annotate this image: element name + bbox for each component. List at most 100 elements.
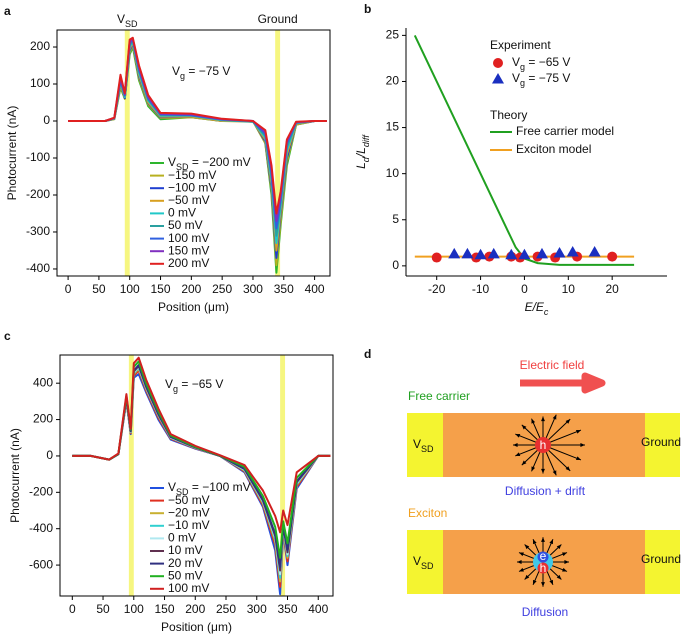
x-tick-label: 250 xyxy=(216,602,236,616)
caption: Diffusion + drift xyxy=(505,484,586,498)
x-tick-label: 0 xyxy=(65,282,72,296)
data-point xyxy=(474,248,487,260)
data-point xyxy=(461,247,474,259)
legend-label: Vg = −65 V xyxy=(512,55,570,72)
field-label: Electric field xyxy=(520,358,585,372)
y-tick-label: -400 xyxy=(26,261,50,275)
electrode-band xyxy=(275,30,281,276)
text-part: = −75 V xyxy=(525,71,570,85)
annotation: Vg = −65 V xyxy=(165,377,223,394)
arrow-head xyxy=(541,582,545,587)
subscript: SD xyxy=(125,19,138,29)
x-tick-label: 200 xyxy=(185,602,205,616)
y-axis-label: Ld/Ldiff xyxy=(354,134,371,169)
arrow-head xyxy=(565,466,571,471)
electrode-label: VSD xyxy=(413,437,434,454)
x-tick-label: 150 xyxy=(155,602,175,616)
arrow-head xyxy=(565,419,571,424)
x-tick-label: 200 xyxy=(181,282,201,296)
arrow-head xyxy=(556,544,562,550)
panel-label: c xyxy=(4,329,11,343)
text-part: = −65 V xyxy=(178,377,223,391)
x-tick-label: 400 xyxy=(308,602,328,616)
x-tick-label: 100 xyxy=(124,602,144,616)
hole xyxy=(537,562,549,574)
legend-title: Theory xyxy=(490,108,527,122)
arrow-head xyxy=(518,552,524,557)
arrow-head xyxy=(515,452,521,456)
electrode-band xyxy=(280,355,286,596)
text-part: = −65 V xyxy=(525,55,570,69)
y-tick-label: 0 xyxy=(46,448,53,462)
y-tick-label: -200 xyxy=(29,484,53,498)
x-tick-label: 100 xyxy=(120,282,140,296)
y-tick-label: 100 xyxy=(30,76,50,90)
arrow-head xyxy=(533,579,537,585)
legend-swatch xyxy=(492,73,504,84)
data-point xyxy=(607,251,618,262)
x-tick-label: 20 xyxy=(605,282,619,296)
arrow-head xyxy=(562,567,568,572)
y-tick-label: 200 xyxy=(30,39,50,53)
subscript: g xyxy=(520,78,525,88)
x-tick-label: 350 xyxy=(274,282,294,296)
x-tick-label: 150 xyxy=(151,282,171,296)
legend-label: 150 mV xyxy=(168,243,209,257)
subscript: SD xyxy=(176,487,189,497)
band-label: VSD xyxy=(117,12,138,29)
y-tick-label: -400 xyxy=(29,521,53,535)
arrow-head xyxy=(521,460,527,466)
arrow-head xyxy=(549,539,553,545)
electron xyxy=(537,551,549,563)
data-point xyxy=(535,247,548,259)
legend-label: Vg = −75 V xyxy=(512,71,570,88)
x-tick-label: 250 xyxy=(212,282,232,296)
data-point xyxy=(487,247,500,259)
arrow-head xyxy=(524,544,530,550)
hole xyxy=(535,437,551,453)
arrow-head xyxy=(518,567,524,572)
data-point xyxy=(553,246,566,258)
arrow-head xyxy=(575,456,581,460)
subscript: SD xyxy=(421,561,434,571)
arrow-head xyxy=(521,424,527,430)
arrow-head xyxy=(556,574,562,580)
electrode-label: VSD xyxy=(413,554,434,571)
x-axis-label: E/Ec xyxy=(525,300,549,317)
arrow-head xyxy=(562,552,568,557)
legend-label: Free carrier model xyxy=(516,124,614,138)
x-tick-label: -10 xyxy=(472,282,490,296)
subscript: SD xyxy=(176,162,189,172)
arrow-head xyxy=(541,416,545,422)
particle-label: h xyxy=(540,561,547,575)
x-tick-label: 400 xyxy=(305,282,325,296)
electrode xyxy=(407,530,443,594)
x-tick-label: 300 xyxy=(247,602,267,616)
curve xyxy=(72,364,331,572)
y-tick-label: -200 xyxy=(26,187,50,201)
x-axis-label: Position (μm) xyxy=(161,620,232,634)
subscript: d xyxy=(361,156,371,162)
arrow-head xyxy=(531,418,536,424)
text-part: V xyxy=(165,377,173,391)
text-part: V xyxy=(512,55,520,69)
electrode-band xyxy=(124,30,130,276)
legend-label: 50 mV xyxy=(168,568,203,582)
plot-frame xyxy=(59,354,334,597)
y-axis-label: Photocurrent (nA) xyxy=(8,428,22,523)
text-part: V xyxy=(172,64,180,78)
legend-label: 0 mV xyxy=(168,206,196,220)
x-tick-label: 50 xyxy=(96,602,110,616)
y-tick-label: -600 xyxy=(29,557,53,571)
arrow-head xyxy=(541,537,545,542)
curve xyxy=(68,36,327,215)
arrow-head xyxy=(552,470,557,476)
text-part: L xyxy=(354,162,368,169)
caption: Diffusion xyxy=(522,605,568,619)
arrow-head xyxy=(541,468,545,474)
x-tick-label: 0 xyxy=(521,282,528,296)
legend-label: −50 mV xyxy=(168,493,210,507)
plot-frame xyxy=(56,29,331,277)
electrode-label: Ground xyxy=(641,435,681,449)
subscript: g xyxy=(520,62,525,72)
